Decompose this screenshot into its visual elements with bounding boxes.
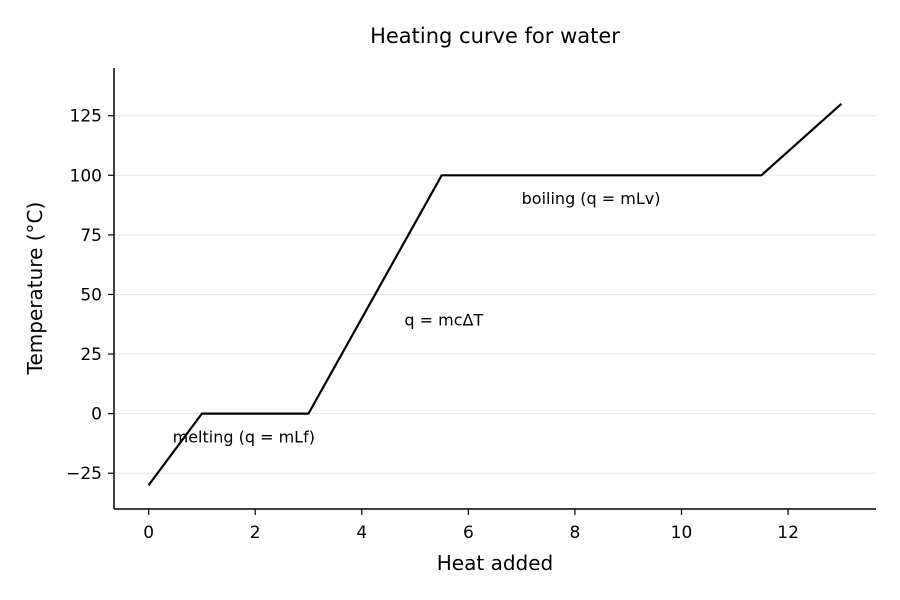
x-tick-label: 6 bbox=[463, 523, 474, 543]
x-tick-label: 10 bbox=[671, 523, 693, 543]
x-axis-ticks: 0 2 4 6 8 10 12 bbox=[143, 509, 799, 543]
chart-title: Heating curve for water bbox=[370, 24, 620, 48]
x-tick-label: 8 bbox=[570, 523, 581, 543]
y-tick-label: 0 bbox=[91, 405, 102, 425]
y-tick-label: 75 bbox=[80, 226, 102, 246]
x-tick-label: 12 bbox=[777, 523, 799, 543]
y-tick-label: 50 bbox=[80, 285, 102, 305]
grid-lines bbox=[114, 115, 876, 474]
x-axis-label: Heat added bbox=[437, 551, 553, 575]
annotation-label: melting (q = mLf) bbox=[173, 427, 315, 446]
y-tick-label: 125 bbox=[70, 107, 102, 127]
x-tick-label: 0 bbox=[143, 523, 154, 543]
x-tick-label: 4 bbox=[356, 523, 367, 543]
annotation-label: q = mcΔT bbox=[404, 310, 483, 329]
annotations: melting (q = mLf) q = mcΔT boiling (q = mL… bbox=[173, 189, 661, 446]
x-tick-label: 2 bbox=[250, 523, 261, 543]
y-tick-label: −25 bbox=[66, 464, 102, 484]
heating-curve-line bbox=[147, 102, 843, 486]
annotation-label: boiling (q = mLv) bbox=[522, 189, 661, 208]
y-tick-label: 25 bbox=[80, 345, 102, 365]
y-axis-ticks: −25 0 25 50 75 100 125 bbox=[66, 107, 114, 484]
y-tick-label: 100 bbox=[70, 166, 102, 186]
y-axis-label: Temperature (°C) bbox=[23, 202, 47, 376]
